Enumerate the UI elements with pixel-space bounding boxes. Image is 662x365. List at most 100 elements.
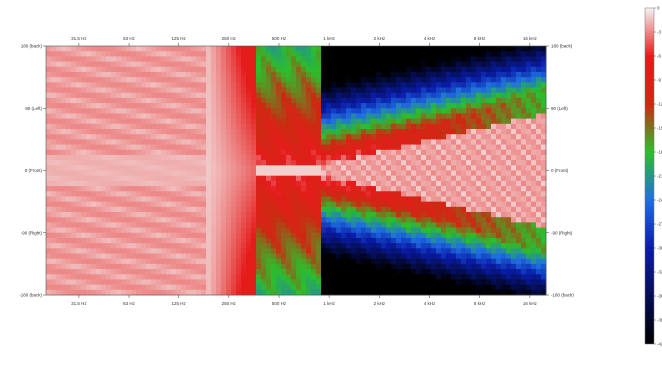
heatmap-cell bbox=[501, 118, 507, 125]
heatmap-cell bbox=[186, 284, 192, 291]
heatmap-cell bbox=[506, 165, 512, 171]
heatmap-cell bbox=[346, 144, 352, 151]
heatmap-cell bbox=[261, 103, 267, 109]
heatmap-cell bbox=[321, 206, 327, 213]
heatmap-cell bbox=[476, 279, 482, 286]
heatmap-cell bbox=[416, 180, 422, 187]
heatmap-cell bbox=[256, 258, 262, 265]
heatmap-cell bbox=[461, 212, 467, 218]
heatmap-cell bbox=[486, 77, 492, 83]
heatmap-cell bbox=[541, 108, 547, 114]
heatmap-cell bbox=[481, 154, 487, 161]
heatmap-cell bbox=[531, 248, 537, 254]
heatmap-cell bbox=[176, 87, 182, 94]
heatmap-cell bbox=[181, 97, 187, 104]
heatmap-cell bbox=[71, 180, 77, 187]
heatmap-cell bbox=[516, 237, 522, 244]
heatmap-cell bbox=[76, 206, 82, 213]
heatmap-cell bbox=[156, 56, 162, 62]
heatmap-cell bbox=[416, 160, 422, 166]
heatmap-cell bbox=[291, 170, 297, 177]
heatmap-cell bbox=[431, 227, 437, 234]
heatmap-cell bbox=[521, 191, 527, 197]
heatmap-cell bbox=[376, 263, 382, 270]
heatmap-cell bbox=[421, 56, 427, 62]
heatmap-cell bbox=[216, 77, 222, 83]
heatmap-cell bbox=[501, 212, 507, 218]
heatmap-cell bbox=[386, 134, 392, 140]
heatmap-cell bbox=[56, 248, 62, 254]
heatmap-cell bbox=[321, 227, 327, 234]
heatmap-cell bbox=[106, 149, 112, 156]
heatmap-cell bbox=[506, 269, 512, 275]
heatmap-cell bbox=[156, 191, 162, 197]
heatmap-cell bbox=[331, 217, 337, 223]
heatmap-cell bbox=[276, 97, 282, 104]
heatmap-cell bbox=[116, 123, 122, 130]
heatmap-cell bbox=[461, 66, 467, 73]
heatmap-cell bbox=[106, 274, 112, 280]
heatmap-cell bbox=[116, 232, 122, 239]
heatmap-cell bbox=[446, 196, 452, 203]
heatmap-cell bbox=[161, 196, 167, 203]
heatmap-cell bbox=[226, 196, 232, 203]
heatmap-cell bbox=[186, 51, 192, 57]
x-tick-label-bottom: 4 kHz bbox=[424, 301, 436, 306]
heatmap-cell bbox=[516, 123, 522, 130]
heatmap-cell bbox=[76, 186, 82, 192]
heatmap-cell bbox=[166, 227, 172, 234]
heatmap-cell bbox=[131, 227, 137, 234]
heatmap-cell bbox=[251, 284, 257, 291]
heatmap-cell bbox=[516, 191, 522, 197]
heatmap-cell bbox=[226, 149, 232, 156]
heatmap-cell bbox=[526, 118, 532, 125]
heatmap-cell bbox=[106, 186, 112, 192]
heatmap-cell bbox=[251, 170, 257, 177]
heatmap-cell bbox=[426, 170, 432, 177]
heatmap-cell bbox=[166, 92, 172, 99]
heatmap-cell bbox=[501, 123, 507, 130]
heatmap-cell bbox=[251, 253, 257, 260]
heatmap-cell bbox=[156, 77, 162, 83]
heatmap-cell bbox=[186, 71, 192, 78]
heatmap-cell bbox=[306, 253, 312, 260]
heatmap-cell bbox=[301, 248, 307, 254]
heatmap-cell bbox=[496, 46, 502, 52]
heatmap-cell bbox=[481, 71, 487, 78]
heatmap-cell bbox=[511, 289, 517, 296]
heatmap-cell bbox=[221, 87, 227, 94]
heatmap-cell bbox=[326, 139, 332, 145]
heatmap-cell bbox=[381, 103, 387, 109]
heatmap-cell bbox=[441, 289, 447, 296]
heatmap-cell bbox=[531, 165, 537, 171]
heatmap-cell bbox=[86, 237, 92, 244]
heatmap-cell bbox=[56, 212, 62, 218]
heatmap-cell bbox=[151, 269, 157, 275]
heatmap-cell bbox=[61, 212, 67, 218]
heatmap-cell bbox=[116, 180, 122, 187]
heatmap-cell bbox=[71, 61, 77, 68]
heatmap-cell bbox=[471, 154, 477, 161]
heatmap-cell bbox=[306, 165, 312, 171]
heatmap-cell bbox=[451, 139, 457, 145]
heatmap-cell bbox=[181, 61, 187, 68]
heatmap-cell bbox=[416, 175, 422, 182]
heatmap-cell bbox=[451, 258, 457, 265]
heatmap-cell bbox=[416, 232, 422, 239]
heatmap-cell bbox=[426, 269, 432, 275]
heatmap-cell bbox=[126, 253, 132, 260]
heatmap-cell bbox=[331, 269, 337, 275]
heatmap-cell bbox=[221, 118, 227, 125]
heatmap-cell bbox=[101, 77, 107, 83]
heatmap-cell bbox=[66, 97, 72, 104]
heatmap-cell bbox=[76, 97, 82, 104]
heatmap-cell bbox=[541, 196, 547, 203]
heatmap-cell bbox=[181, 227, 187, 234]
heatmap-cell bbox=[266, 284, 272, 291]
heatmap-cell bbox=[306, 243, 312, 249]
heatmap-cell bbox=[461, 139, 467, 145]
heatmap-cell bbox=[346, 46, 352, 52]
heatmap-cell bbox=[186, 66, 192, 73]
heatmap-cell bbox=[61, 165, 67, 171]
heatmap-cell bbox=[361, 108, 367, 114]
